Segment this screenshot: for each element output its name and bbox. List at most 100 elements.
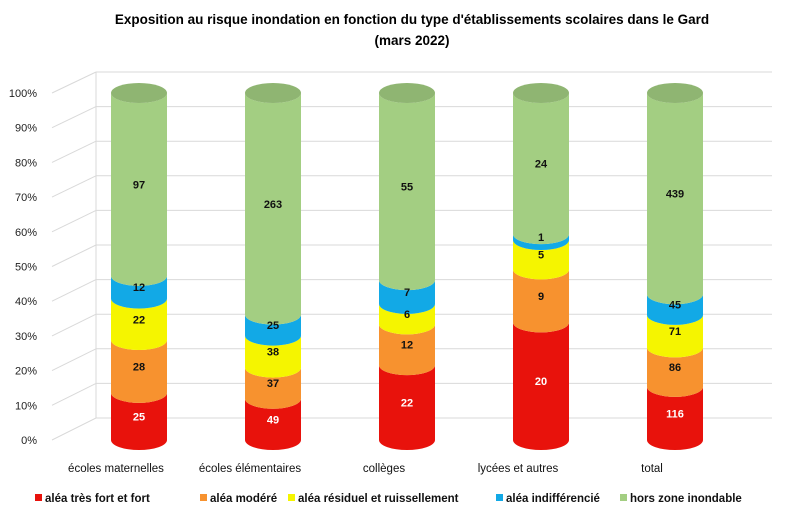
data-label: 12: [133, 282, 145, 294]
bar-segment: [379, 93, 436, 291]
data-label: 71: [669, 326, 681, 338]
legend-label: aléa très fort et fort: [45, 493, 150, 505]
category-label: écoles élémentaires: [199, 463, 302, 475]
bar-segment: [647, 347, 703, 397]
bar-segment: [245, 93, 301, 325]
bar-segment: [379, 365, 436, 450]
bar-segment: [647, 294, 703, 325]
data-label: 263: [264, 199, 282, 211]
bar-segment: [245, 367, 301, 409]
data-label: 7: [404, 287, 410, 299]
gridline: [51, 209, 97, 233]
legend-item: aléa modéré: [200, 493, 277, 505]
bar-segment: [111, 93, 167, 286]
chart-title: Exposition au risque inondation en fonct…: [115, 12, 709, 27]
data-label: 1: [538, 232, 544, 244]
bar-segment: [647, 314, 703, 358]
bar-segment: [379, 324, 436, 376]
data-label: 28: [133, 361, 145, 373]
y-tick-label: 100%: [9, 88, 37, 100]
legend-swatch: [288, 494, 295, 501]
bar-stack: 22 12 6 7 55: [379, 83, 436, 450]
y-tick-label: 10%: [15, 400, 37, 412]
bar-segment: [513, 93, 569, 245]
bars: 25 28 22 12 97 49 37 38 25 263 22 12 6 7 55 20 9 5 1 24 116 8…: [111, 83, 703, 450]
gridline: [51, 417, 97, 441]
bar-segment: [111, 298, 167, 351]
y-tick-label: 40%: [15, 296, 37, 308]
gridline: [51, 313, 97, 337]
category-label: collèges: [363, 463, 405, 475]
data-label: 9: [538, 291, 544, 303]
legend-item: aléa résiduel et ruissellement: [288, 493, 459, 505]
bar-segment: [379, 303, 436, 335]
y-tick-label: 0%: [21, 435, 37, 447]
data-label: 116: [666, 408, 684, 420]
data-label: 6: [404, 309, 410, 321]
data-label: 22: [133, 314, 145, 326]
bar-top-cap: [379, 83, 435, 103]
bar-segment: [513, 269, 569, 333]
data-label: 97: [133, 179, 145, 191]
bar-segment: [513, 240, 569, 280]
gridline: [51, 140, 97, 163]
y-tick-label: 90%: [15, 123, 37, 135]
gridline: [51, 244, 97, 267]
y-tick-label: 80%: [15, 157, 37, 169]
bar-segment: [379, 280, 436, 314]
y-tick-label: 60%: [15, 227, 37, 239]
bar-segment: [647, 386, 703, 450]
bar-stack: 116 86 71 45 439: [647, 83, 703, 450]
bar-stack: 20 9 5 1 24: [513, 83, 569, 450]
legend-swatch: [620, 494, 627, 501]
legend-label: aléa modéré: [210, 493, 277, 505]
y-tick-label: 50%: [15, 262, 37, 274]
gridline: [51, 175, 97, 198]
chart-subtitle: (mars 2022): [374, 33, 449, 48]
legend-swatch: [35, 494, 42, 501]
gridline: [51, 382, 97, 406]
bar-segment: [513, 322, 569, 450]
data-label: 38: [267, 347, 279, 359]
legend-swatch: [200, 494, 207, 501]
y-tick-label: 70%: [15, 192, 37, 204]
data-label: 45: [669, 300, 681, 312]
bar-stack: 49 37 38 25 263: [245, 83, 301, 450]
legend-label: hors zone inondable: [630, 493, 742, 505]
data-label: 49: [267, 414, 279, 426]
data-label: 20: [535, 376, 547, 388]
data-label: 25: [133, 411, 145, 423]
legend-item: hors zone inondable: [620, 493, 742, 505]
legend-label: aléa indifférencié: [506, 493, 600, 505]
bar-segment: [513, 234, 569, 251]
data-label: 24: [535, 159, 548, 171]
bar-segment: [111, 275, 167, 309]
category-label: total: [641, 463, 663, 475]
bar-top-cap: [647, 83, 703, 103]
bar-segment: [245, 398, 301, 450]
y-tick-label: 20%: [15, 366, 37, 378]
data-label: 12: [401, 340, 413, 352]
legend-item: aléa très fort et fort: [35, 493, 150, 505]
legend-item: aléa indifférencié: [496, 493, 600, 505]
bar-segment: [111, 392, 167, 450]
data-label: 439: [666, 189, 684, 201]
data-label: 55: [401, 182, 413, 194]
data-label: 86: [669, 362, 681, 374]
bar-top-cap: [111, 83, 167, 103]
bar-stack: 25 28 22 12 97: [111, 83, 167, 450]
y-tick-label: 30%: [15, 331, 37, 343]
data-label: 37: [267, 378, 279, 390]
category-label: lycées et autres: [478, 463, 559, 475]
legend-label: aléa résiduel et ruissellement: [298, 493, 459, 505]
gridline: [51, 279, 97, 302]
bar-segment: [111, 340, 167, 403]
bar-top-cap: [513, 83, 569, 103]
category-label: écoles maternelles: [68, 463, 164, 475]
bar-segment: [245, 314, 301, 346]
data-label: 25: [267, 320, 279, 332]
legend: aléa très fort et fort aléa modéré aléa ré…: [35, 493, 742, 505]
data-label: 22: [401, 398, 413, 410]
